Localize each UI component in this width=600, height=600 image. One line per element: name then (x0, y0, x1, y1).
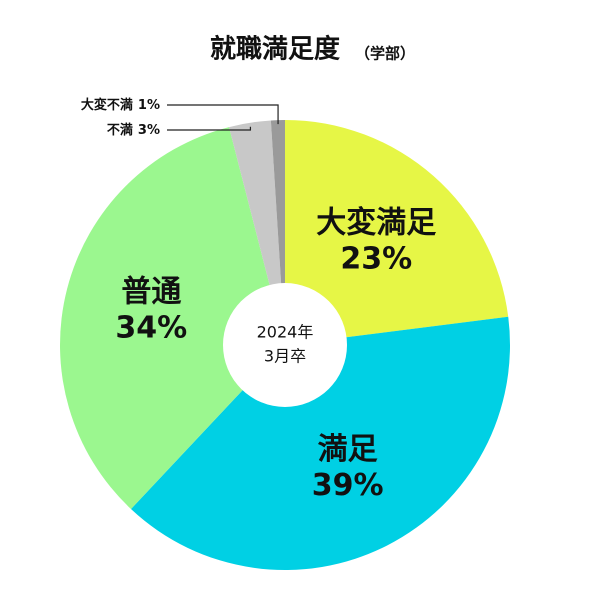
slice (59, 127, 285, 510)
category-label: 普通 (121, 274, 181, 309)
leader-line (167, 104, 279, 125)
slice (130, 316, 510, 570)
category-label: 大変不満 (81, 97, 133, 113)
small-label: 大変不満 1% (81, 97, 160, 113)
small-label: 不満 3% (107, 122, 160, 138)
donut-hole (223, 283, 347, 407)
leader-line (167, 126, 252, 131)
value-label: 3% (138, 123, 160, 138)
value-label: 1% (138, 98, 160, 113)
slice-label: 満足 39% (312, 431, 384, 502)
chart-subtitle: （学部） (355, 45, 415, 63)
center-label: 3月卒 (264, 347, 306, 366)
slice-label: 普通 34% (115, 274, 187, 345)
slice (285, 120, 509, 345)
category-label: 満足 (318, 431, 378, 466)
center-label: 2024年 (257, 323, 314, 342)
value-label: 23% (340, 241, 412, 276)
category-label: 不満 (107, 122, 133, 138)
category-label: 大変満足 (316, 205, 436, 240)
value-label: 39% (312, 467, 384, 502)
slice-label: 大変満足 23% (316, 205, 436, 276)
chart-title: 就職満足度 (210, 34, 340, 65)
value-label: 34% (115, 310, 187, 345)
